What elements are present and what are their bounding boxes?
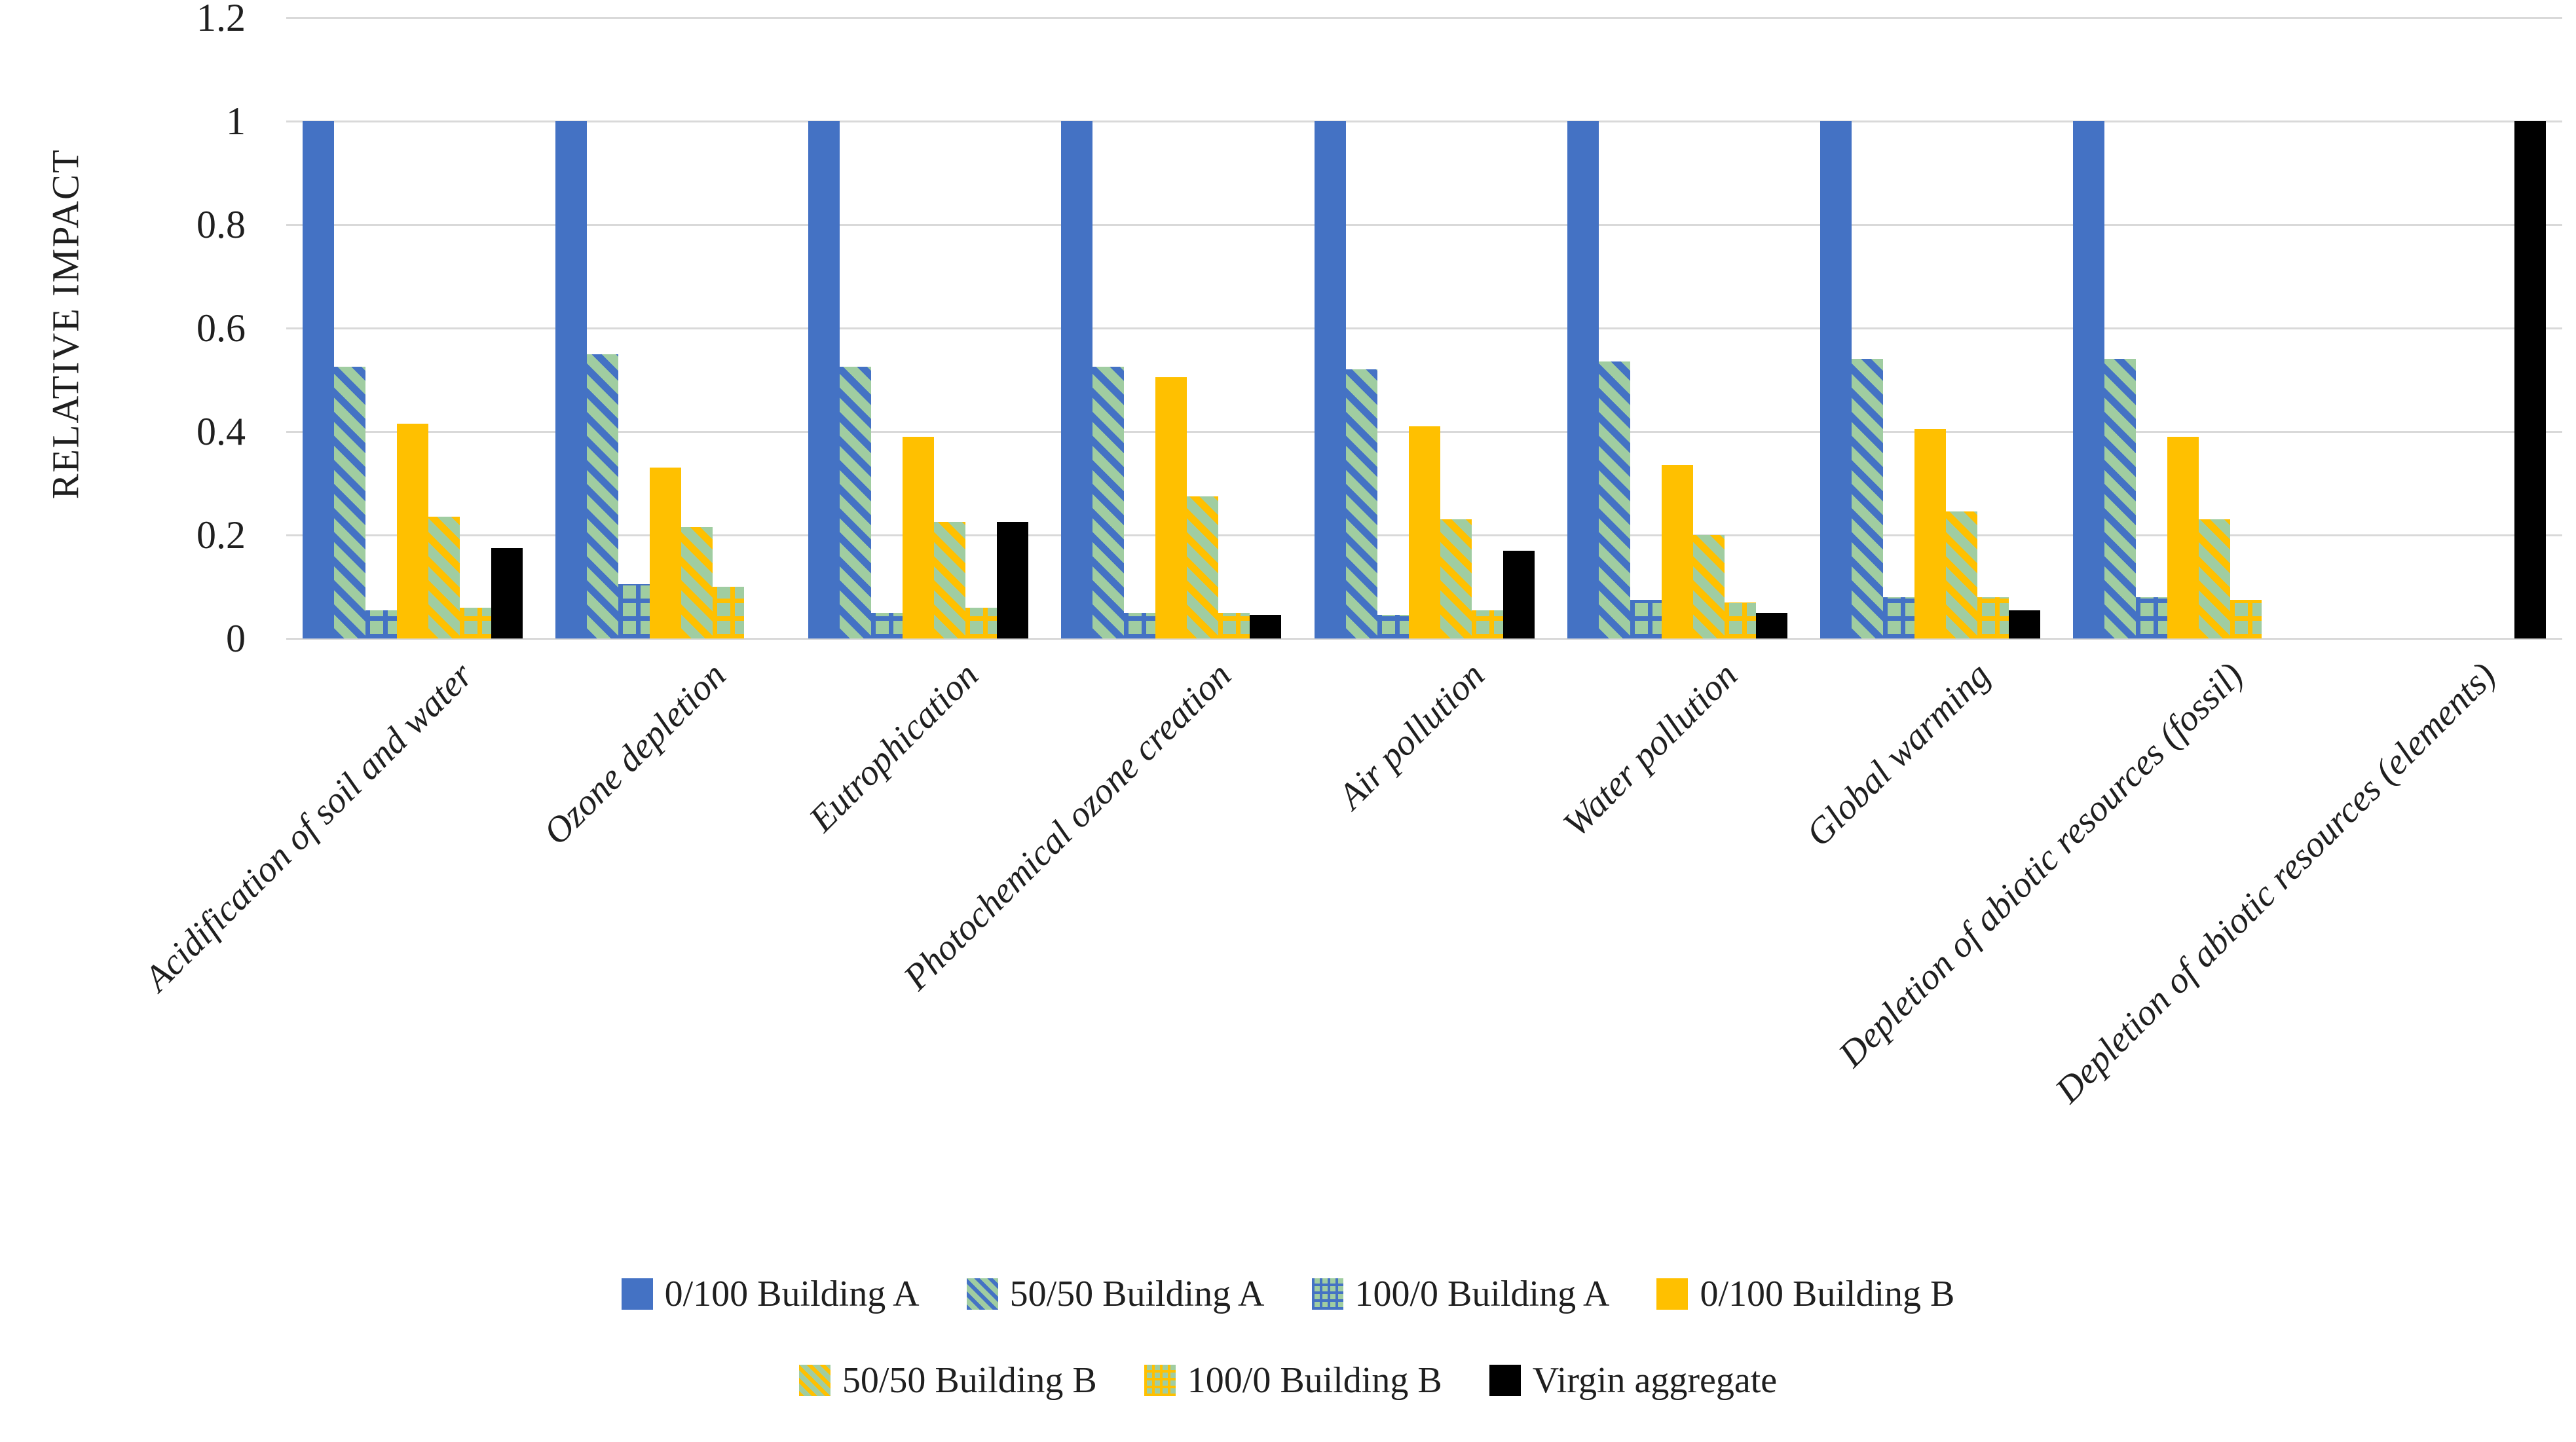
legend-item: 100/0 Building B [1144, 1359, 1442, 1401]
bar [2008, 610, 2040, 638]
bar [997, 522, 1029, 638]
category-label: Depletion of abiotic resources (fossil) [1831, 655, 2251, 1075]
bar [587, 354, 619, 638]
bar [1914, 429, 1946, 638]
category-label: Eutrophication [801, 655, 987, 840]
bar [1092, 367, 1125, 638]
legend-row: 50/50 Building B 100/0 Building B Virgin a… [0, 1359, 2576, 1401]
bar [397, 424, 429, 638]
bar [1755, 612, 1787, 638]
gridline [286, 120, 2562, 122]
legend-label: Virgin aggregate [1532, 1360, 1778, 1401]
bar [871, 612, 903, 638]
bar [1124, 612, 1156, 638]
bar [808, 121, 840, 638]
bar [1567, 121, 1599, 638]
bar [650, 468, 682, 638]
legend-item: 0/100 Building B [1656, 1273, 1954, 1315]
category-label: Water pollution [1555, 655, 1745, 845]
category-label: Global warming [1799, 655, 1998, 855]
legend-item: 0/100 Building A [621, 1273, 920, 1315]
y-tick-label: 0.2 [196, 513, 246, 557]
bar [460, 607, 492, 638]
bar [1440, 519, 1472, 638]
bar [1377, 615, 1409, 638]
legend-label: 50/50 Building B [842, 1360, 1097, 1401]
bar [681, 527, 713, 638]
bar [1408, 426, 1440, 638]
y-tick-label: 0.6 [196, 306, 246, 350]
legend-swatch [1489, 1365, 1521, 1396]
bar [1250, 615, 1282, 638]
legend-label: 100/0 Building A [1354, 1274, 1610, 1314]
bar [903, 436, 935, 638]
bar [303, 121, 335, 638]
bar [965, 607, 998, 638]
y-tick-label: 0.4 [196, 410, 246, 453]
legend-swatch [1656, 1278, 1689, 1310]
bar [334, 367, 366, 638]
bar [555, 121, 588, 638]
bar [1630, 599, 1662, 638]
y-tick-label: 0.8 [196, 203, 246, 246]
gridline [286, 327, 2562, 329]
bar [1661, 465, 1693, 638]
bar [1851, 359, 1883, 638]
bar [365, 610, 398, 638]
bar [1503, 550, 1535, 638]
bar [2514, 121, 2546, 638]
bar [618, 584, 650, 638]
legend-item: 50/50 Building A [966, 1273, 1265, 1315]
y-tick-label: 1.2 [196, 0, 246, 39]
y-tick-label: 0 [226, 617, 246, 660]
bar [2167, 436, 2199, 638]
legend-swatch [1144, 1365, 1176, 1396]
legend-item: 100/0 Building A [1311, 1273, 1610, 1315]
bar [1314, 121, 1346, 638]
category-label: Depletion of abiotic resources (elements… [2047, 655, 2504, 1111]
bar [1471, 610, 1503, 638]
bar [1820, 121, 1852, 638]
bar [713, 587, 745, 638]
category-label: Acidification of soil and water [136, 655, 481, 999]
legend-label: 100/0 Building B [1187, 1360, 1442, 1401]
bar [428, 517, 460, 638]
bar [1345, 369, 1377, 638]
legend-swatch [798, 1365, 831, 1396]
legend-row: 0/100 Building A 50/50 Building A 100/0 Bu… [0, 1273, 2576, 1315]
bar [934, 522, 966, 638]
legend-item: Virgin aggregate [1489, 1359, 1777, 1401]
gridline [286, 223, 2562, 226]
bar [840, 367, 872, 638]
legend-label: 0/100 Building A [664, 1274, 920, 1314]
bar [2072, 121, 2104, 638]
legend-label: 0/100 Building B [1700, 1274, 1955, 1314]
bar [1218, 612, 1250, 638]
bar [491, 547, 523, 638]
bar [1882, 597, 1914, 638]
bar [1945, 511, 1977, 638]
bar [1692, 535, 1725, 638]
gridline [286, 16, 2562, 19]
bar [2104, 359, 2136, 638]
legend-swatch [1311, 1278, 1343, 1310]
bar [1977, 597, 2009, 638]
category-label: Air pollution [1330, 655, 1493, 817]
bar [1187, 496, 1219, 638]
bar [2135, 597, 2167, 638]
bar [1724, 602, 1756, 638]
bar [2198, 519, 2230, 638]
legend-item: 50/50 Building B [798, 1359, 1097, 1401]
category-label: Ozone depletion [535, 655, 734, 853]
bar [1598, 361, 1630, 638]
y-tick-label: 1 [226, 100, 246, 143]
legend-label: 50/50 Building A [1009, 1274, 1265, 1314]
legend-swatch [621, 1278, 653, 1310]
bar [1061, 121, 1093, 638]
bar [1155, 377, 1187, 638]
bar [2230, 599, 2262, 638]
gridline [286, 637, 2562, 640]
legend-swatch [966, 1278, 998, 1310]
